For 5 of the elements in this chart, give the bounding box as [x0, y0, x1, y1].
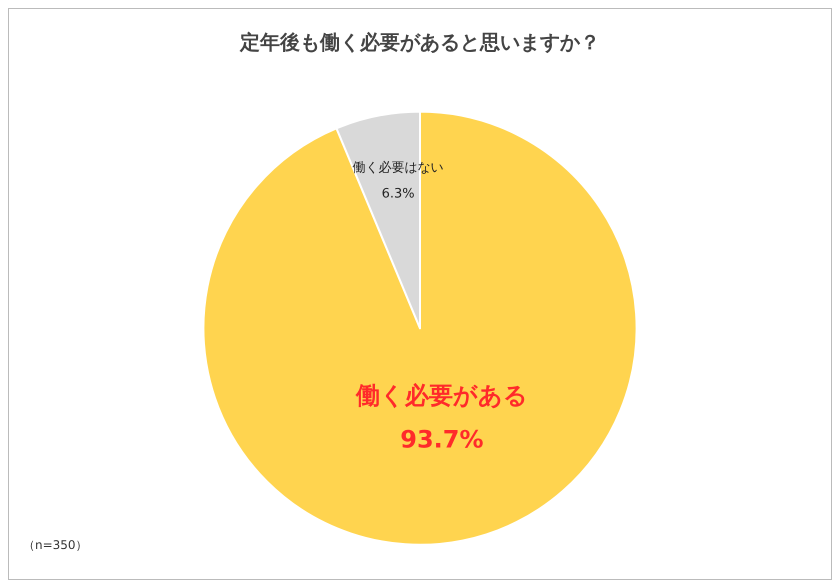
data-label: 6.3%	[382, 186, 415, 202]
chart-title: 定年後も働く必要があると思いますか？	[239, 30, 600, 54]
text: （n=350）	[23, 538, 88, 552]
slice-label: 働く必要がある	[354, 381, 528, 410]
data-label: 93.7%	[400, 425, 484, 454]
